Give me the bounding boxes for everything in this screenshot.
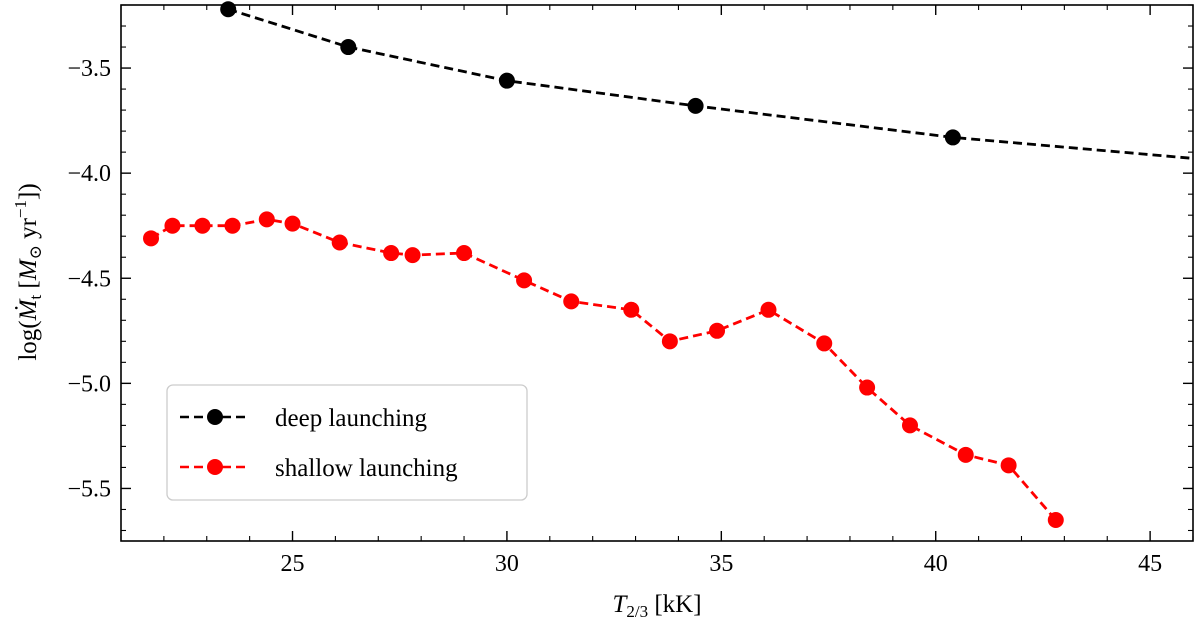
- data-point-shallow: [331, 234, 348, 251]
- data-point-shallow: [284, 215, 301, 232]
- x-tick-label: 35: [709, 551, 733, 577]
- y-axis-label: log(Ṁt [M⊙ yr−1]): [11, 183, 45, 360]
- data-point-shallow: [516, 272, 533, 289]
- y-tick-label: −5.0: [67, 371, 111, 397]
- legend-label-shallow: shallow launching: [275, 455, 458, 482]
- data-point-deep: [687, 97, 704, 114]
- data-point-shallow: [383, 245, 400, 262]
- data-point-deep: [220, 1, 237, 18]
- data-point-shallow: [957, 446, 974, 463]
- data-point-shallow: [760, 301, 777, 318]
- legend: deep launching shallow launching: [166, 384, 528, 501]
- y-tick-label: −4.0: [67, 161, 111, 187]
- data-point-deep: [944, 129, 961, 146]
- y-axis-label-msun: M: [15, 258, 42, 281]
- data-point-shallow: [563, 293, 580, 310]
- data-point-shallow: [224, 217, 241, 234]
- x-axis-label-unit: [kK]: [648, 591, 701, 618]
- x-axis-ticks: 25 30 35 40 45: [120, 5, 1194, 577]
- x-tick-label: 40: [924, 551, 948, 577]
- data-point-shallow: [194, 217, 211, 234]
- y-axis-label-sun-sub: ⊙: [26, 245, 45, 259]
- x-axis-label-sub: 2/3: [626, 602, 648, 621]
- data-point-deep: [340, 39, 357, 56]
- data-point-shallow: [901, 417, 918, 434]
- x-axis-label: T2/3 [kK]: [612, 591, 701, 621]
- y-axis-label-var: Ṁ: [15, 298, 42, 321]
- plot-frame: [120, 4, 1194, 542]
- y-axis-label-exp: −1: [11, 200, 30, 218]
- y-axis-label-sub: t: [26, 295, 45, 300]
- data-point-deep: [498, 72, 515, 89]
- data-point-shallow: [709, 322, 726, 339]
- x-tick-label: 45: [1138, 551, 1162, 577]
- data-point-shallow: [623, 301, 640, 318]
- data-point-shallow: [1047, 511, 1064, 528]
- data-point-shallow: [1000, 457, 1017, 474]
- x-tick-label: 25: [281, 551, 305, 577]
- data-point-shallow: [258, 211, 275, 228]
- data-point-shallow: [859, 379, 876, 396]
- x-axis-label-var: T: [612, 591, 628, 618]
- data-point-shallow: [816, 335, 833, 352]
- y-axis-ticks: −3.5 −4.0 −4.5 −5.0 −5.5: [67, 4, 1193, 532]
- legend-marker-deep: [207, 409, 223, 425]
- data-point-shallow: [143, 230, 160, 247]
- data-point-shallow: [661, 333, 678, 350]
- y-axis-label-yr: yr: [15, 217, 42, 245]
- series-layer: [143, 1, 1194, 528]
- y-tick-label: −4.5: [67, 266, 111, 292]
- y-axis-label-unit-open: [: [15, 280, 42, 295]
- legend-box: [166, 384, 528, 501]
- x-tick-label: 30: [495, 551, 519, 577]
- series-line-shallow: [150, 217, 1057, 521]
- data-point-shallow: [404, 247, 421, 264]
- legend-label-deep: deep launching: [275, 405, 428, 432]
- y-tick-label: −3.5: [67, 56, 111, 82]
- data-point-shallow: [456, 245, 473, 262]
- y-axis-label-pre: log(: [15, 320, 42, 360]
- legend-marker-shallow: [207, 459, 223, 475]
- y-tick-label: −5.5: [67, 476, 111, 502]
- series-line-deep: [227, 7, 1194, 160]
- y-axis-label-close: ]): [15, 183, 42, 200]
- data-point-shallow: [164, 217, 181, 234]
